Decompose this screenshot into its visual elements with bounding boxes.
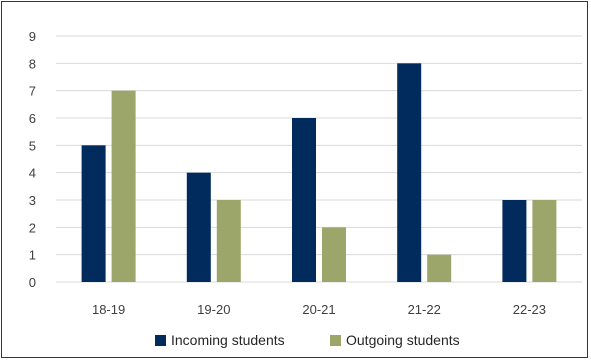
bar-outgoing-18-19 [111, 90, 136, 283]
y-tick-label: 6 [29, 111, 36, 126]
bar-outgoing-19-20 [216, 200, 241, 282]
bars [81, 63, 557, 283]
x-tick-label: 20-21 [302, 302, 335, 317]
y-tick-label: 0 [29, 275, 36, 290]
bar-outgoing-21-22 [427, 254, 452, 282]
y-tick-label: 9 [29, 29, 36, 44]
bar-incoming-21-22 [397, 63, 422, 283]
y-tick-label: 5 [29, 138, 36, 153]
y-tick-label: 1 [29, 248, 36, 263]
bar-incoming-19-20 [186, 172, 211, 282]
legend-swatch-outgoing [330, 335, 341, 346]
y-tick-label: 4 [29, 166, 36, 181]
x-tick-label: 18-19 [92, 302, 125, 317]
x-tick-label: 22-23 [513, 302, 546, 317]
legend-swatch-incoming [155, 335, 166, 346]
y-tick-label: 7 [29, 84, 36, 99]
legend: Incoming students Outgoing students [155, 332, 460, 348]
y-tick-label: 2 [29, 220, 36, 235]
y-tick-label: 8 [29, 56, 36, 71]
bar-incoming-18-19 [81, 145, 106, 282]
bar-outgoing-20-21 [322, 227, 346, 282]
bar-outgoing-22-23 [532, 200, 557, 282]
y-axis-ticks: 0 1 2 3 4 5 6 7 8 9 [29, 29, 36, 290]
x-tick-label: 19-20 [197, 302, 230, 317]
x-axis-ticks: 18-19 19-20 20-21 21-22 22-23 [92, 302, 546, 317]
y-tick-label: 3 [29, 193, 36, 208]
bar-incoming-22-23 [502, 200, 527, 282]
legend-label-outgoing: Outgoing students [346, 332, 460, 348]
gridlines [56, 35, 582, 283]
bar-incoming-20-21 [292, 118, 316, 282]
x-tick-label: 21-22 [408, 302, 441, 317]
legend-label-incoming: Incoming students [171, 332, 285, 348]
